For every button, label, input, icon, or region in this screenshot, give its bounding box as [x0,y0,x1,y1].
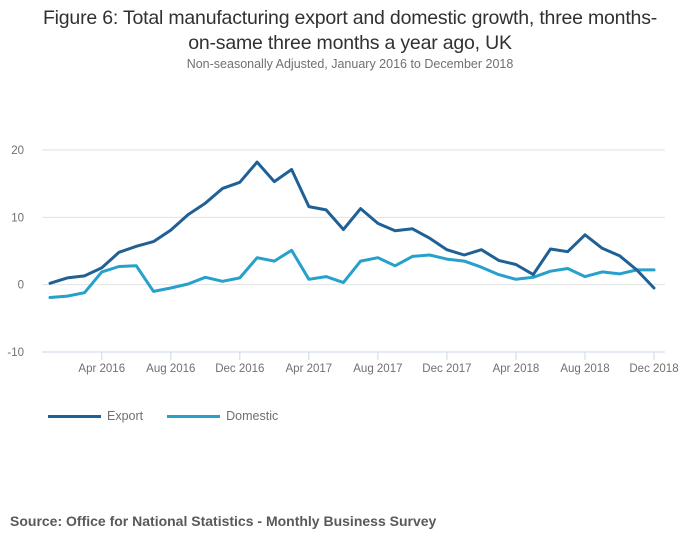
data-point-export[interactable] [115,248,123,256]
x-tick-label: Apr 2018 [493,363,540,375]
data-point-domestic[interactable] [253,254,261,262]
data-point-export[interactable] [184,211,192,219]
data-point-export[interactable] [46,279,54,287]
y-tick-label: 20 [11,145,24,157]
data-point-export[interactable] [495,256,503,264]
data-point-export[interactable] [357,205,365,213]
data-point-export[interactable] [270,178,278,186]
data-point-export[interactable] [374,219,382,227]
data-point-domestic[interactable] [63,292,71,300]
data-point-export[interactable] [236,178,244,186]
data-point-domestic[interactable] [339,279,347,287]
data-point-domestic[interactable] [184,280,192,288]
data-point-export[interactable] [546,245,554,253]
data-point-export[interactable] [288,166,296,174]
data-point-export[interactable] [460,251,468,259]
y-tick-label: -10 [7,347,24,359]
data-point-domestic[interactable] [615,270,623,278]
y-tick-label: 10 [11,212,24,224]
x-tick-label: Aug 2018 [560,363,609,375]
legend-item-export[interactable]: Export [48,409,143,423]
data-point-export[interactable] [253,158,261,166]
data-point-export[interactable] [391,227,399,235]
x-tick-label: Aug 2017 [353,363,402,375]
data-point-domestic[interactable] [443,255,451,263]
chart-title-line-2: on-same three months a year ago, UK [188,32,512,54]
data-point-export[interactable] [650,284,658,292]
data-point-export[interactable] [564,248,572,256]
legend-swatch-domestic [167,414,221,418]
data-point-domestic[interactable] [581,273,589,281]
data-point-domestic[interactable] [167,284,175,292]
x-tick-label: Apr 2016 [78,363,125,375]
legend-item-domestic[interactable]: Domestic [167,409,278,423]
data-point-domestic[interactable] [546,267,554,275]
data-point-export[interactable] [512,260,520,268]
data-point-domestic[interactable] [391,262,399,270]
data-point-export[interactable] [322,206,330,214]
data-point-domestic[interactable] [426,251,434,259]
series-line-domestic[interactable] [48,248,656,299]
legend-label-domestic: Domestic [226,409,279,423]
data-point-domestic[interactable] [270,257,278,265]
data-point-export[interactable] [201,199,209,207]
data-point-export[interactable] [339,225,347,233]
data-point-domestic[interactable] [374,254,382,262]
source-note: Source: Office for National Statistics -… [10,513,437,529]
data-point-export[interactable] [81,272,89,280]
data-point-domestic[interactable] [564,265,572,273]
data-point-export[interactable] [615,252,623,260]
series-lines [46,158,658,301]
data-point-export[interactable] [150,238,158,246]
x-tick-label: Apr 2017 [286,363,333,375]
legend-label-export: Export [107,409,144,423]
x-tick-label: Aug 2016 [146,363,195,375]
data-point-domestic[interactable] [219,277,227,285]
chart-title: Figure 6: Total manufacturing export and… [0,6,700,56]
data-point-domestic[interactable] [322,273,330,281]
x-tick-label: Dec 2016 [215,363,264,375]
data-point-export[interactable] [529,271,537,279]
data-point-domestic[interactable] [288,246,296,254]
legend-swatch-export [48,414,101,418]
data-point-export[interactable] [408,225,416,233]
chart-subtitle: Non-seasonally Adjusted, January 2016 to… [186,57,514,71]
data-point-domestic[interactable] [650,266,658,274]
data-point-export[interactable] [426,234,434,242]
data-point-export[interactable] [132,242,140,250]
data-point-export[interactable] [443,246,451,254]
x-tick-label: Dec 2018 [629,363,678,375]
data-point-domestic[interactable] [408,252,416,260]
data-point-domestic[interactable] [132,262,140,270]
data-point-domestic[interactable] [150,287,158,295]
data-point-export[interactable] [63,274,71,282]
data-point-export[interactable] [598,244,606,252]
x-axis: Apr 2016 Aug 2016 Dec 2016 Apr 2017 Aug 2017… [42,351,679,375]
data-point-domestic[interactable] [477,263,485,271]
series-line-export[interactable] [48,160,656,290]
data-point-export[interactable] [305,203,313,211]
data-point-export[interactable] [477,246,485,254]
legend: Export Domestic [48,409,302,423]
data-point-export[interactable] [219,184,227,192]
x-tick-label: Dec 2017 [422,363,471,375]
data-point-domestic[interactable] [512,275,520,283]
data-point-domestic[interactable] [495,271,503,279]
data-point-domestic[interactable] [115,262,123,270]
data-point-domestic[interactable] [46,293,54,301]
y-axis: 20 10 0 -10 [7,145,24,359]
data-point-domestic[interactable] [81,289,89,297]
y-tick-label: 0 [18,280,24,292]
data-point-export[interactable] [633,266,641,274]
chart-title-line-1: Figure 6: Total manufacturing export and… [42,7,658,29]
data-point-export[interactable] [98,264,106,272]
data-point-export[interactable] [581,231,589,239]
data-point-domestic[interactable] [201,273,209,281]
data-point-domestic[interactable] [598,268,606,276]
data-point-domestic[interactable] [236,274,244,282]
data-point-domestic[interactable] [305,275,313,283]
data-point-export[interactable] [167,226,175,234]
data-point-domestic[interactable] [357,257,365,265]
